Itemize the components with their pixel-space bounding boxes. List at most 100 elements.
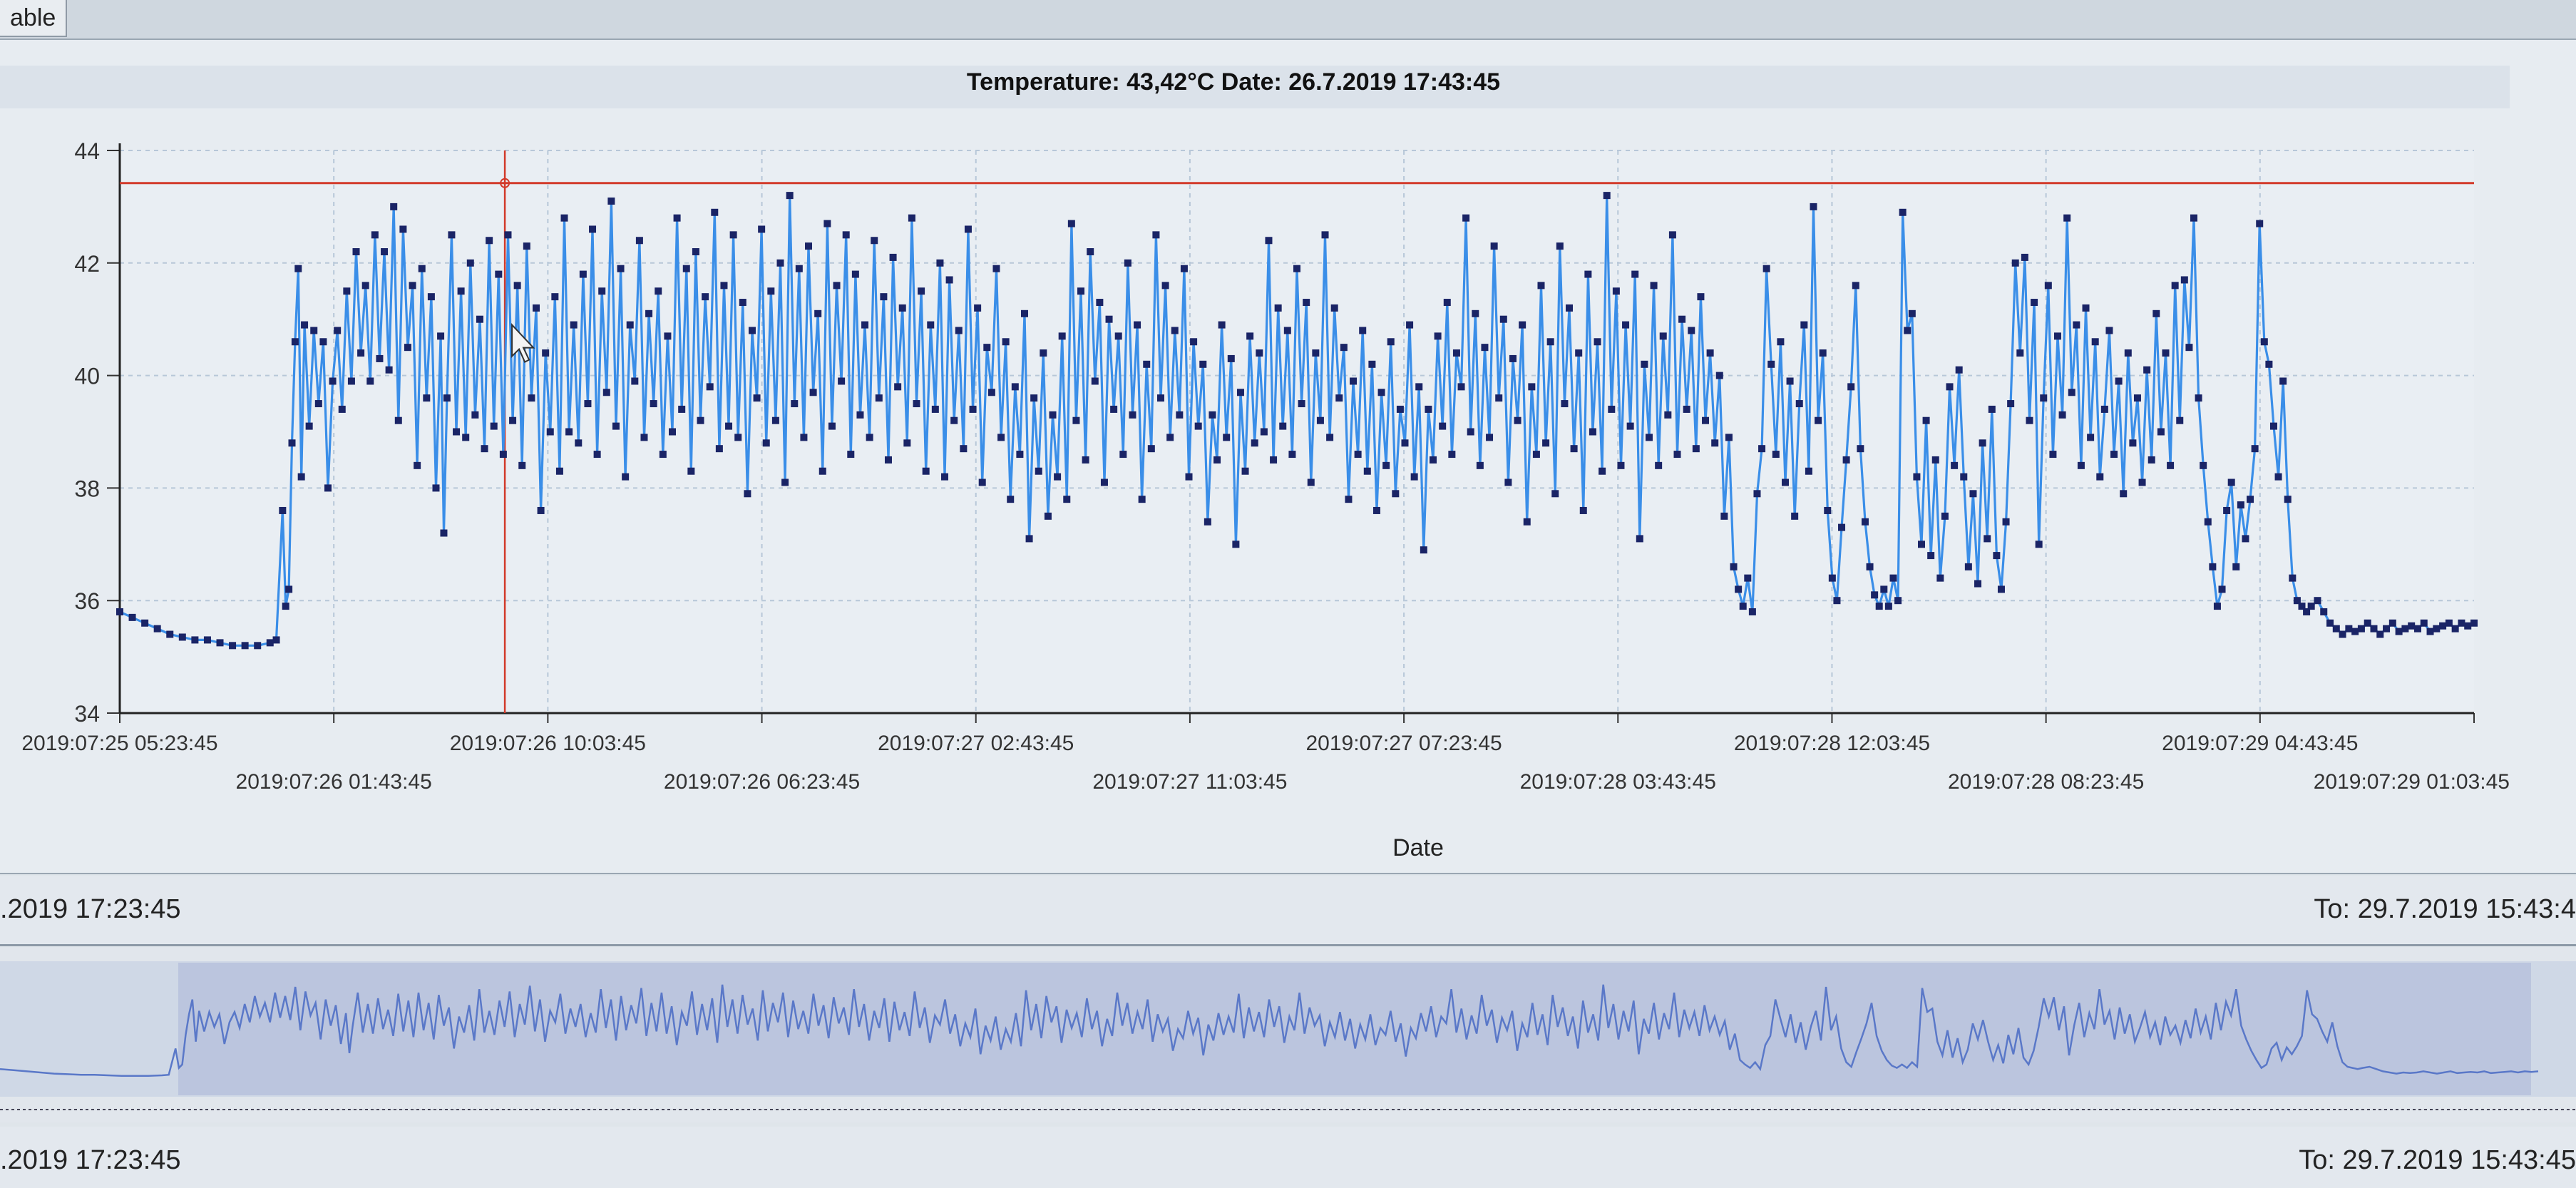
data-point [2204,518,2212,526]
data-point [941,473,949,481]
data-point [579,270,587,278]
data-point [2002,518,2010,526]
data-point [838,377,846,385]
data-point [2370,625,2378,633]
data-point [1683,405,1690,413]
data-point [819,467,826,475]
data-point [376,354,384,362]
data-point [987,389,995,396]
data-point [875,394,883,402]
data-point [1044,512,1052,520]
data-point [1880,585,1888,593]
data-point [607,198,615,205]
data-point [1161,282,1169,290]
data-point [2357,625,2365,633]
data-point [1091,377,1099,385]
data-point [2289,574,2297,582]
data-point [1354,451,1362,459]
data-point [1443,299,1451,307]
data-point [692,248,699,256]
temperature-chart[interactable]: 34 36 38 40 42 44 2019:07:25 05:23:45 2019:07:2… [0,40,2576,873]
data-point [1270,456,1278,464]
data-point [1884,603,1892,610]
y-tick-label: 38 [74,476,100,501]
data-point [1603,192,1611,200]
data-point [918,287,925,295]
data-point [1815,416,1822,424]
data-point [1979,439,1986,447]
data-point [664,332,672,340]
data-point [294,265,302,272]
data-point [1988,405,1996,413]
data-point [880,293,888,301]
data-point [334,327,342,334]
data-point [1143,360,1151,368]
cursor-readout: Temperature: 43,42°C Date: 26.7.2019 17:… [966,68,1501,96]
data-point [2016,349,2024,357]
data-point [381,248,389,256]
y-tick-label: 42 [74,251,100,277]
data-point [128,613,136,621]
data-point [319,338,327,346]
data-point [913,400,920,408]
data-point [1467,428,1474,436]
data-point [2167,461,2175,469]
data-point [305,422,313,430]
data-point [1152,231,1160,239]
data-point [2247,496,2254,503]
data-point [1781,478,1789,486]
overview-selection[interactable] [178,963,2531,1095]
data-point [1138,496,1146,503]
overview-navigator[interactable] [0,947,2576,1122]
data-point [1828,574,1836,582]
data-point [1350,377,1358,385]
x-tick-label: 2019:07:27 11:03:45 [1092,770,1287,794]
data-point [1866,563,1874,570]
data-point [2138,478,2146,486]
overview-line [0,984,2539,1077]
data-point [1697,293,1705,301]
data-point [1439,422,1447,430]
data-point [2439,622,2447,630]
data-point [301,321,309,329]
overview-from-label: .2019 17:23:45 [0,1145,181,1175]
data-point [2223,506,2231,514]
data-point [945,276,953,284]
data-point [528,394,535,402]
data-point [697,416,704,424]
data-point [1283,327,1291,334]
data-point [1688,327,1695,334]
data-point [2401,625,2409,633]
data-point [2082,304,2090,312]
data-point [1077,287,1085,295]
data-point [1340,344,1348,352]
data-point [1608,405,1616,413]
data-point [1997,585,2005,593]
data-point [116,608,123,615]
data-point [974,304,982,312]
data-point [612,422,620,430]
tab-table[interactable]: able [0,0,68,37]
data-point [1359,327,1367,334]
y-tick-label: 44 [74,138,100,164]
data-point [423,394,431,402]
data-point [1599,467,1606,475]
data-point [2279,377,2287,385]
data-point [1063,496,1071,503]
data-point [856,411,864,419]
overview-chart[interactable] [0,947,2576,1122]
data-point [366,377,374,385]
data-point [992,265,1000,272]
data-point [1519,321,1526,329]
data-point [1730,563,1738,570]
data-point [1401,439,1409,447]
data-point [357,349,365,357]
y-tick-label: 36 [74,588,100,614]
data-point [1936,574,1944,582]
data-point [1566,304,1574,312]
data-point [978,478,986,486]
data-point [659,451,667,459]
data-point [2063,214,2071,222]
data-point [537,506,545,514]
data-point [1861,518,1869,526]
